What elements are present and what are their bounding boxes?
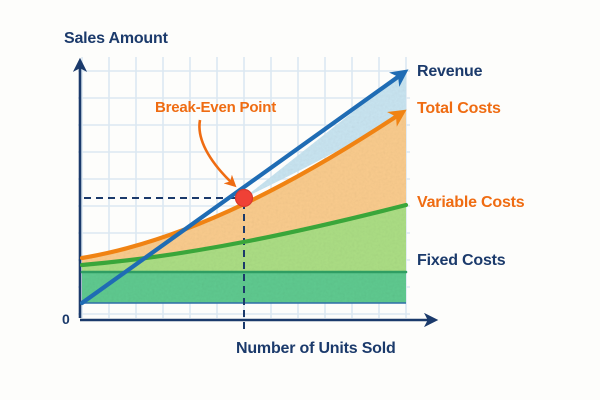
legend-label-variable-costs: Variable Costs: [417, 194, 525, 211]
break-even-guides: [84, 197, 245, 334]
legend-label-total-costs: Total Costs: [417, 100, 501, 117]
variable-costs-line: [79, 202, 409, 268]
break-even-point-label: Break-Even Point: [155, 99, 277, 116]
legend-label-revenue: Revenue: [417, 63, 483, 80]
origin-label: 0: [62, 311, 70, 327]
y-axis-label: Sales Amount: [64, 30, 168, 47]
break-even-arrow-icon: [198, 119, 237, 188]
variable-cost-area: [82, 110, 406, 265]
x-axis-label: Number of Units Sold: [236, 340, 396, 357]
legend-label-fixed-costs: Fixed Costs: [417, 252, 506, 269]
revenue-line: [79, 69, 409, 306]
break-even-marker[interactable]: [234, 188, 254, 208]
upper-green-area: [82, 205, 406, 272]
